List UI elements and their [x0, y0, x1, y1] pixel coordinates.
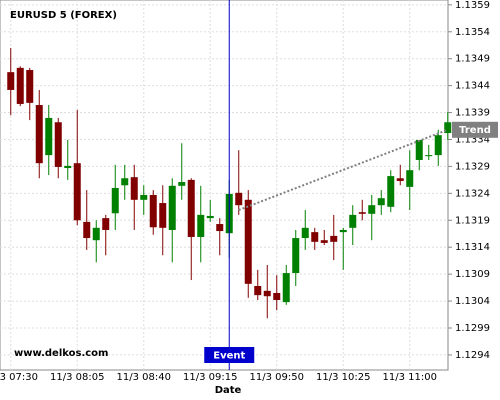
- candle-body: [311, 232, 319, 242]
- chart-title: EURUSD 5 (FOREX): [10, 10, 117, 21]
- candle-body: [111, 187, 119, 214]
- candle-body: [282, 273, 290, 303]
- event-label: Event: [213, 351, 245, 362]
- candle-body: [178, 182, 186, 186]
- candle-body: [320, 240, 328, 243]
- candle-body: [140, 194, 148, 200]
- y-tick-label: 1.1339: [455, 108, 490, 119]
- candle-body: [73, 163, 81, 221]
- candle-body: [377, 198, 385, 206]
- x-tick-label: 11/3 08:05: [50, 372, 104, 383]
- trend-line: [238, 128, 449, 211]
- y-tick-label: 1.1349: [455, 54, 490, 65]
- y-tick-label: 1.1359: [455, 0, 490, 11]
- watermark: www.delkos.com: [14, 348, 108, 359]
- candle-body: [26, 70, 34, 103]
- trend-label-box: [452, 121, 498, 138]
- candle-body: [358, 212, 366, 214]
- candle-body: [349, 214, 357, 228]
- candle-body: [35, 105, 43, 164]
- candle-body: [292, 238, 300, 274]
- candle-body: [45, 117, 53, 156]
- candle-body: [444, 122, 452, 134]
- candle-body: [434, 135, 442, 156]
- candle-body: [396, 178, 404, 181]
- y-tick-label: 1.1314: [455, 242, 490, 253]
- y-tick-label: 1.1299: [455, 323, 490, 334]
- candle-body: [7, 72, 15, 90]
- y-tick-label: 1.1294: [455, 350, 490, 361]
- candle-body: [187, 179, 195, 237]
- candle-body: [330, 235, 338, 242]
- y-tick-label: 1.1334: [455, 134, 490, 145]
- y-tick-label: 1.1324: [455, 188, 490, 199]
- candle-body: [121, 178, 129, 186]
- candle-body: [168, 185, 176, 230]
- candle-body: [425, 155, 433, 157]
- candle-body: [235, 192, 243, 206]
- candle-body: [206, 215, 214, 219]
- trend-label: Trend: [459, 125, 491, 136]
- candle-body: [159, 203, 167, 228]
- candle-body: [244, 199, 252, 284]
- y-tick-label: 1.1344: [455, 81, 490, 92]
- candle-body: [254, 285, 262, 296]
- y-tick-label: 1.1354: [455, 27, 490, 38]
- candle-body: [64, 165, 72, 169]
- candle-body: [102, 218, 110, 230]
- x-tick-label: 11/3 09:50: [250, 372, 304, 383]
- y-tick-label: 1.1304: [455, 296, 490, 307]
- candle-body: [368, 205, 376, 214]
- x-axis-title: Date: [215, 385, 242, 396]
- x-tick-label: 11/3 10:25: [316, 372, 370, 383]
- candle-body: [263, 290, 271, 297]
- candle-body: [197, 214, 205, 237]
- event-label-box: [204, 347, 255, 363]
- x-tick-label: 11/3 09:15: [183, 372, 237, 383]
- candle-body: [16, 67, 24, 104]
- candle-body: [130, 177, 138, 200]
- x-tick-label: 11/3 07:30: [0, 372, 38, 383]
- candle-body: [216, 224, 224, 232]
- candle-body: [54, 122, 62, 167]
- candle-body: [83, 221, 91, 239]
- candle-body: [149, 194, 157, 228]
- y-tick-label: 1.1319: [455, 215, 490, 226]
- x-tick-label: 11/3 08:40: [117, 372, 171, 383]
- y-tick-label: 1.1309: [455, 269, 490, 280]
- candle-body: [301, 227, 309, 239]
- candle-body: [92, 227, 100, 241]
- x-tick-label: 11/3 11:00: [383, 372, 437, 383]
- candle-body: [406, 170, 414, 187]
- candle-body: [387, 176, 395, 207]
- plot-frame: [0, 0, 449, 371]
- y-tick-label: 1.1329: [455, 161, 490, 172]
- candle-body: [339, 229, 347, 233]
- candle-body: [415, 140, 423, 160]
- candle-body: [273, 292, 281, 300]
